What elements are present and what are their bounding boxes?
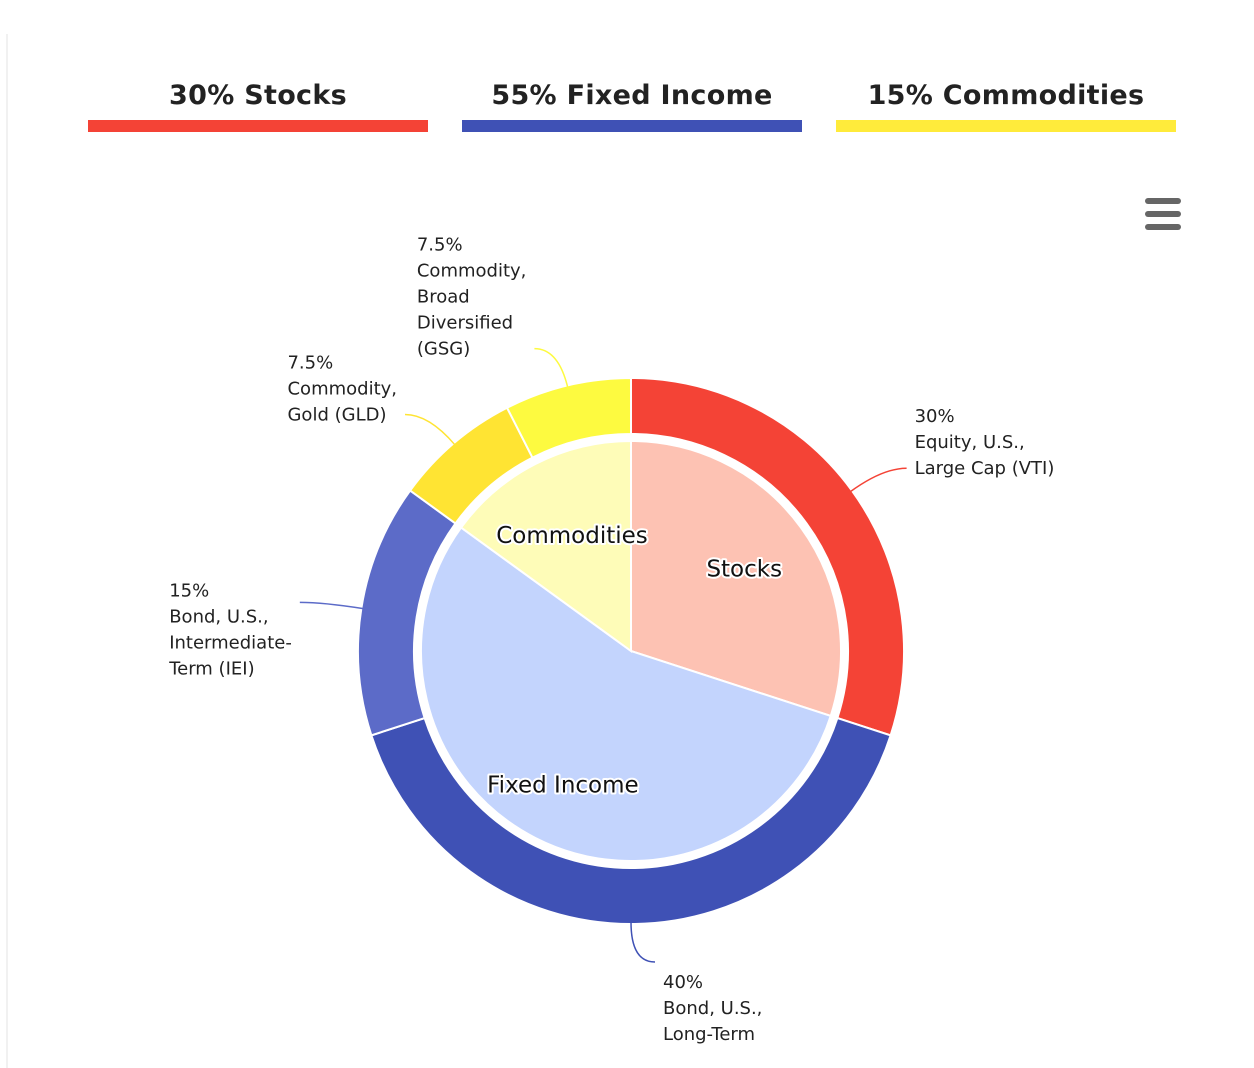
summary-stocks-label: 30% Stocks (169, 80, 347, 111)
outer-label-3: 7.5% Commodity, Gold (GLD) (287, 353, 397, 426)
outer-slice-4[interactable] (505, 376, 632, 459)
outer-label-2: 15% Bond, U.S., Intermediate-Term (IEI) (168, 580, 292, 679)
summary-stocks: 30% Stocks (88, 78, 428, 132)
inner-slice-stocks[interactable] (630, 439, 842, 718)
connector-line-4 (534, 347, 569, 388)
connector-line-0 (849, 467, 907, 493)
ring-gap (414, 434, 848, 868)
inner-slice-fixed-income[interactable] (420, 526, 832, 862)
hamburger-menu-icon-bar (1145, 211, 1181, 217)
summary-commodities-bar (836, 120, 1176, 132)
outer-label-4: 7.5% Commodity, Broad Diversified (GSG) (417, 235, 527, 360)
page-left-border (6, 34, 8, 1068)
connector-line-3 (405, 413, 456, 446)
summary-commodities: 15% Commodities (836, 78, 1176, 132)
summary-commodities-label: 15% Commodities (867, 80, 1145, 111)
connector-line-1 (630, 921, 656, 963)
outer-label-0: 30% Equity, U.S., Large Cap (VTI) (915, 406, 1055, 479)
summary-fixed-income-bar (462, 120, 802, 132)
inner-label-fixed-income: Fixed Income (487, 773, 639, 799)
inner-label-commodities: Commodities (496, 523, 648, 549)
chart-menu-button[interactable] (1142, 196, 1184, 232)
outer-slice-1[interactable] (370, 716, 892, 925)
hamburger-menu-icon (1145, 198, 1181, 204)
inner-slice-commodities[interactable] (459, 439, 632, 653)
connector-line-2 (299, 601, 364, 610)
hamburger-menu-icon-bar (1145, 224, 1181, 230)
summary-stocks-bar (88, 120, 428, 132)
outer-label-1: 40% Bond, U.S., Long-Term (663, 972, 762, 1045)
summary-fixed-income: 55% Fixed Income (462, 78, 802, 132)
summary-fixed-income-label: 55% Fixed Income (491, 80, 773, 111)
inner-label-stocks: Stocks (706, 557, 782, 583)
